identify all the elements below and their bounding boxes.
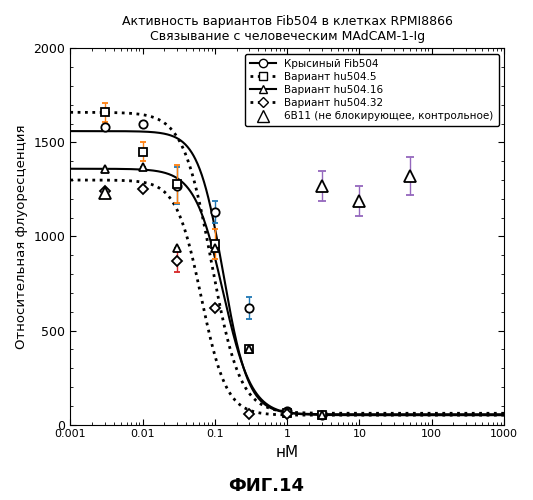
X-axis label: нМ: нМ: [276, 445, 298, 460]
Title: Активность вариантов Fib504 в клетках RPMI8866
Связывание с человеческим MAdCAM-: Активность вариантов Fib504 в клетках RP…: [122, 15, 453, 43]
Text: ФИГ.14: ФИГ.14: [229, 477, 304, 495]
Y-axis label: Относительная флуоресценция: Относительная флуоресценция: [15, 124, 28, 348]
Legend: Крысиный Fib504, Вариант hu504.5, Вариант hu504.16, Вариант hu504.32, 6В11 (не б: Крысиный Fib504, Вариант hu504.5, Вариан…: [245, 54, 499, 127]
